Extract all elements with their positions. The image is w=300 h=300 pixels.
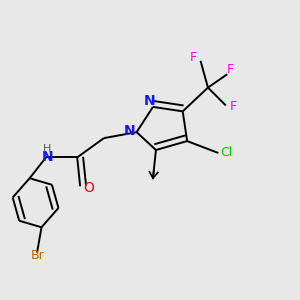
Text: F: F: [190, 51, 197, 64]
Text: F: F: [227, 63, 234, 76]
Text: O: O: [84, 181, 94, 195]
Text: H: H: [43, 144, 52, 154]
Text: Cl: Cl: [220, 146, 233, 160]
Text: Br: Br: [31, 249, 44, 262]
Text: N: N: [42, 150, 53, 164]
Text: F: F: [230, 100, 237, 113]
Text: N: N: [123, 124, 135, 138]
Text: N: N: [144, 94, 156, 108]
